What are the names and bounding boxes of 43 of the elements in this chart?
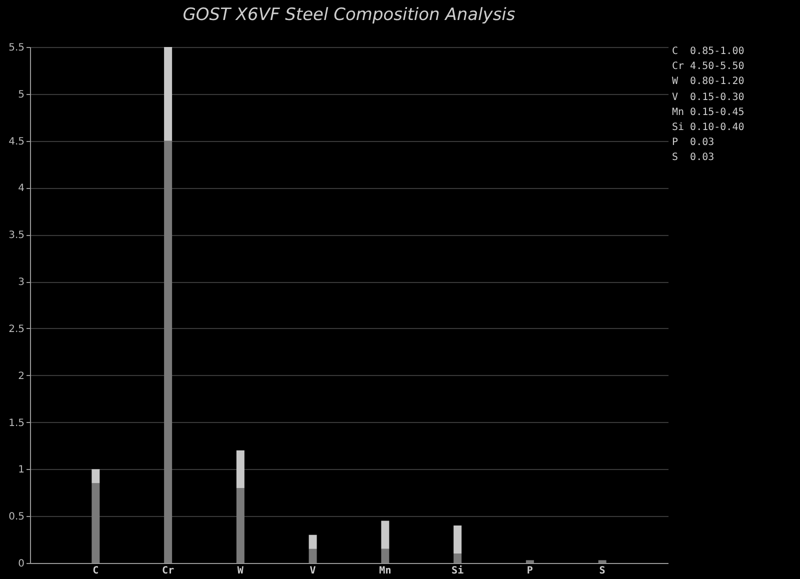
- x-tick-label: S: [599, 566, 606, 576]
- x-tick-label: Si: [452, 564, 464, 576]
- bar: [381, 548, 390, 563]
- x-tick-label: W: [237, 566, 244, 576]
- x-tick-label: Mn: [379, 566, 392, 576]
- bar: [92, 469, 100, 484]
- y-tick-label: 1.5: [8, 418, 24, 429]
- x-tick-label: C: [92, 566, 99, 576]
- y-tick-label: 5: [18, 89, 24, 100]
- y-tick-label: 4: [18, 183, 24, 194]
- chart-title: GOST X6VF Steel Composition Analysis: [182, 5, 516, 25]
- text: Mn 0.15-0.45: [672, 106, 744, 120]
- y-tick-label: 4.5: [8, 136, 24, 148]
- bar: [236, 488, 244, 563]
- bar: [381, 520, 390, 549]
- text: W 0.80-1.20: [672, 75, 744, 90]
- y-tick-label: 1: [18, 464, 24, 476]
- y-tick-label: 2.5: [8, 324, 24, 335]
- text: Cr 4.50-5.50: [672, 60, 744, 74]
- x-tick-label: Cr: [162, 566, 174, 576]
- bar: [598, 560, 606, 563]
- bar: [454, 554, 462, 563]
- bar: [308, 548, 317, 563]
- bar: [164, 140, 172, 563]
- text: P 0.03: [672, 136, 716, 150]
- bar: [92, 483, 100, 563]
- bar: [308, 534, 317, 549]
- bar: [164, 47, 172, 141]
- bar: [454, 525, 462, 554]
- text: V 0.15-0.30: [672, 90, 744, 105]
- y-tick-label: 0.5: [8, 512, 24, 523]
- y-tick-label: 3: [18, 277, 24, 288]
- y-tick-label: 3.5: [8, 230, 24, 242]
- x-tick-label: P: [526, 566, 533, 576]
- bar: [526, 560, 534, 563]
- text: C 0.85-1.00: [672, 45, 744, 59]
- bar: [236, 450, 244, 488]
- text: Si 0.10-0.40: [672, 121, 744, 136]
- y-tick-label: 5.5: [8, 42, 24, 54]
- y-tick-label: 0: [18, 558, 24, 570]
- x-tick-label: V: [310, 566, 316, 576]
- y-tick-label: 2: [18, 370, 24, 382]
- text: S 0.03: [672, 151, 716, 166]
